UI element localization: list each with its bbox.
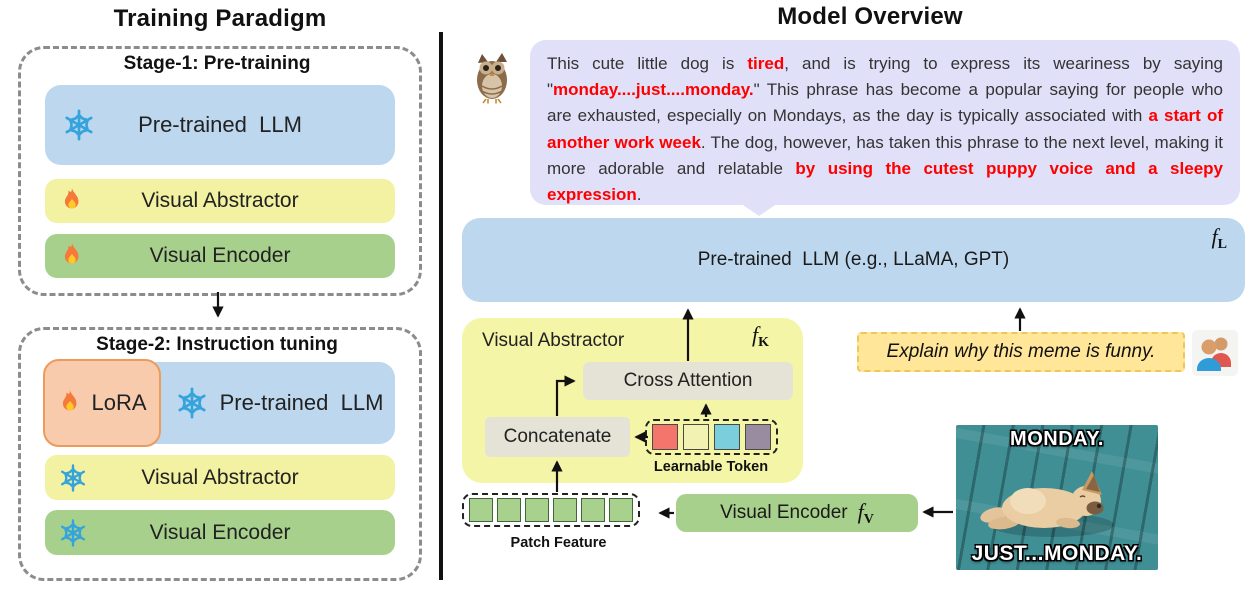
stage2-label: Stage-2: Instruction tuning [96, 334, 338, 355]
model-response-bubble: This cute little dog is tired, and is tr… [530, 40, 1240, 205]
learnable-token-label: Learnable Token [653, 459, 769, 475]
token-square [469, 498, 493, 522]
token-square [652, 424, 678, 450]
token-square [581, 498, 605, 522]
f-l-label: fL [1211, 224, 1227, 252]
training-paradigm-title: Training Paradigm [113, 5, 327, 32]
model-overview-title: Model Overview [777, 3, 963, 30]
meme-bottom-text: JUST...MONDAY. [971, 542, 1143, 565]
learnable-token-box [645, 419, 778, 455]
pretrained-llm-label: Pre-trained LLM (e.g., LLaMA, GPT) [697, 249, 1010, 270]
token-square [553, 498, 577, 522]
stage2-container [18, 327, 422, 581]
stage1-visual-abstractor-box: Visual Abstractor [45, 179, 395, 223]
snowflake-icon [57, 462, 89, 494]
stage1-encoder-label: Visual Encoder [149, 244, 291, 267]
people-icon [1191, 329, 1239, 377]
snowflake-icon [61, 107, 97, 143]
stage2-abstractor-label: Visual Abstractor [141, 465, 299, 489]
instruction-box: Explain why this meme is funny. [857, 332, 1185, 372]
stage1-abstractor-label: Visual Abstractor [141, 189, 299, 212]
bubble-tail [740, 203, 778, 216]
stage2-llm-label: Pre-trained LLM [219, 390, 384, 415]
token-square [714, 424, 740, 450]
stage2-visual-abstractor-box: Visual Abstractor [45, 455, 395, 500]
stage1-container [18, 46, 422, 296]
fire-icon [57, 389, 83, 417]
token-square [683, 424, 709, 450]
snowflake-icon [174, 385, 210, 421]
meme-top-text: MONDAY. [1010, 428, 1104, 450]
fire-icon [59, 242, 85, 270]
panel-divider [439, 32, 443, 580]
sleeping-dog-illustration [980, 471, 1114, 537]
token-square [525, 498, 549, 522]
stage1-pretrained-llm-box: Pre-trained LLM [45, 85, 395, 165]
lora-box: LoRA [43, 359, 161, 447]
lora-label: LoRA [91, 390, 147, 415]
snowflake-icon [57, 517, 89, 549]
stage2-visual-encoder-box: Visual Encoder [45, 510, 395, 555]
concatenate-box: Concatenate [485, 417, 630, 457]
patch-feature-box [462, 493, 640, 527]
stage1-visual-encoder-box: Visual Encoder [45, 234, 395, 278]
stage2-encoder-label: Visual Encoder [149, 520, 291, 544]
f-k-label: fK [752, 322, 770, 350]
token-square [609, 498, 633, 522]
pretrained-llm-box: Pre-trained LLM (e.g., LLaMA, GPT) fL [462, 218, 1245, 302]
visual-encoder-label: Visual Encoder [720, 502, 848, 523]
visual-encoder-box: Visual Encoder fV [676, 494, 918, 532]
owl-icon [466, 46, 520, 104]
fire-icon [59, 187, 85, 215]
token-square [497, 498, 521, 522]
stage1-label: Stage-1: Pre-training [123, 53, 311, 74]
stage1-llm-label: Pre-trained LLM [138, 112, 302, 137]
meme-image: MONDAY. JUST...MONDAY. [956, 425, 1158, 570]
visual-abstractor-label: Visual Abstractor [482, 330, 625, 351]
cross-attention-box: Cross Attention [583, 362, 793, 400]
patch-feature-label: Patch Feature [510, 535, 607, 551]
f-v-label: fV [857, 498, 874, 527]
token-square [745, 424, 771, 450]
